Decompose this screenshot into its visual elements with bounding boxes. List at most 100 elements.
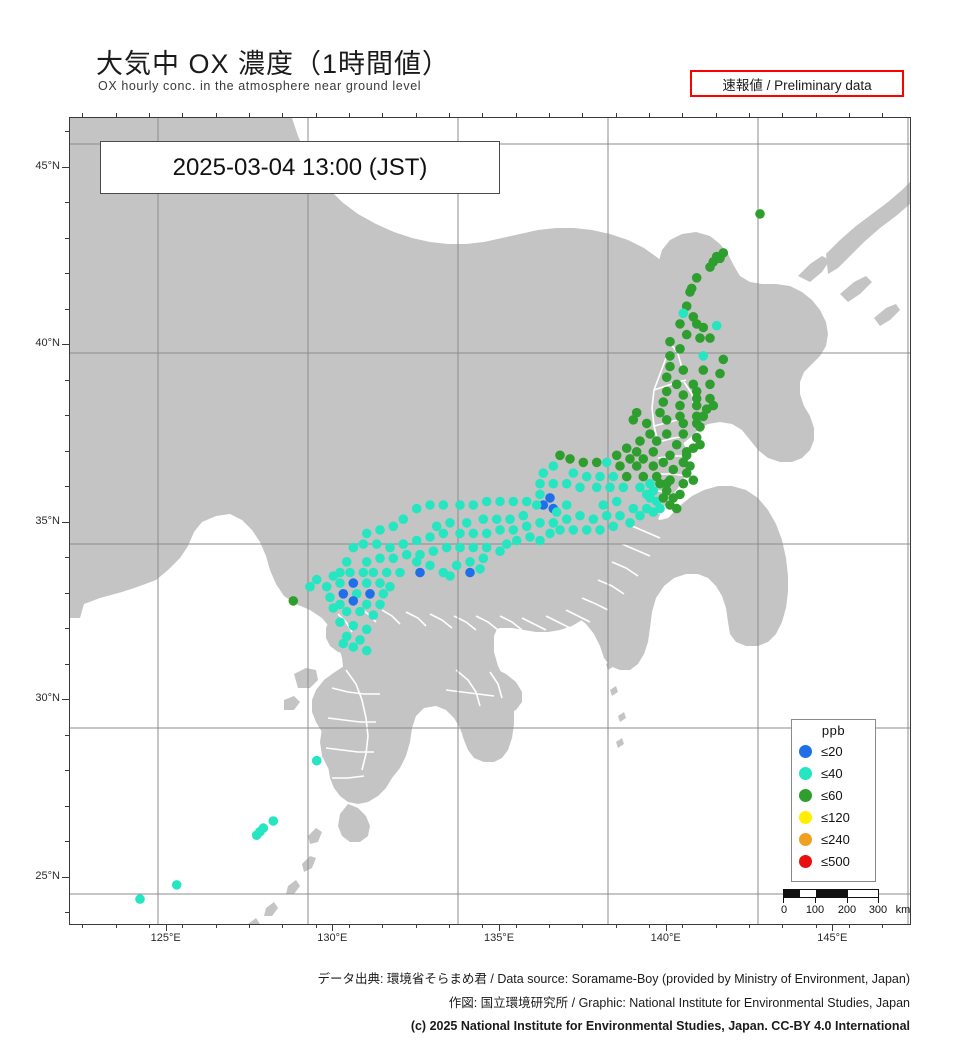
station-point[interactable] <box>475 564 485 574</box>
station-point[interactable] <box>611 450 622 461</box>
station-point[interactable] <box>631 461 642 471</box>
station-point[interactable] <box>325 592 335 603</box>
station-point[interactable] <box>661 415 672 425</box>
station-point[interactable] <box>691 411 702 422</box>
station-point[interactable] <box>651 436 662 446</box>
station-point[interactable] <box>375 578 385 588</box>
station-point[interactable] <box>521 521 532 532</box>
station-point[interactable] <box>715 368 725 379</box>
station-point[interactable] <box>348 542 359 553</box>
station-point[interactable] <box>688 475 699 486</box>
station-point[interactable] <box>675 344 685 354</box>
station-point[interactable] <box>478 553 489 564</box>
station-point[interactable] <box>341 606 352 617</box>
station-point[interactable] <box>591 457 602 468</box>
station-point[interactable] <box>518 510 529 521</box>
station-point[interactable] <box>595 525 605 535</box>
station-point[interactable] <box>675 319 685 329</box>
station-point[interactable] <box>678 308 689 319</box>
station-point[interactable] <box>658 397 669 407</box>
map-plot-area[interactable]: 2025-03-04 13:00 (JST) ppb ≤20 ≤40 ≤60 ≤120… <box>69 117 911 925</box>
station-point[interactable] <box>698 351 709 361</box>
station-point[interactable] <box>305 581 315 592</box>
station-point[interactable] <box>665 336 675 347</box>
station-point[interactable] <box>465 557 475 567</box>
station-point[interactable] <box>678 478 689 489</box>
station-point[interactable] <box>451 560 462 571</box>
station-point[interactable] <box>525 532 535 542</box>
station-point[interactable] <box>611 496 622 507</box>
station-point[interactable] <box>411 503 422 514</box>
station-point[interactable] <box>538 500 549 510</box>
station-point[interactable] <box>711 320 722 331</box>
station-point[interactable] <box>355 635 365 645</box>
station-point[interactable] <box>438 500 449 510</box>
station-point[interactable] <box>635 482 645 493</box>
station-point[interactable] <box>631 447 642 457</box>
station-point[interactable] <box>686 283 697 294</box>
station-point[interactable] <box>638 454 649 464</box>
station-point[interactable] <box>581 471 592 482</box>
station-point[interactable] <box>695 439 705 450</box>
station-point[interactable] <box>345 567 355 578</box>
station-point[interactable] <box>495 525 505 535</box>
station-point[interactable] <box>655 407 665 418</box>
station-point[interactable] <box>648 507 659 517</box>
station-point[interactable] <box>388 553 399 564</box>
station-point[interactable] <box>545 528 555 539</box>
station-point[interactable] <box>361 624 372 635</box>
station-point[interactable] <box>661 429 672 439</box>
station-point[interactable] <box>691 400 702 411</box>
station-point[interactable] <box>365 589 375 599</box>
station-point[interactable] <box>601 510 612 521</box>
station-point[interactable] <box>708 400 719 411</box>
legend-item-2[interactable]: ≤40 <box>792 762 875 784</box>
station-point[interactable] <box>658 493 669 503</box>
station-point[interactable] <box>678 390 689 400</box>
station-point[interactable] <box>535 535 545 546</box>
station-point[interactable] <box>615 510 625 521</box>
station-point[interactable] <box>415 567 425 578</box>
station-point[interactable] <box>478 514 489 524</box>
station-point[interactable] <box>678 418 689 429</box>
station-point[interactable] <box>631 407 642 418</box>
station-point[interactable] <box>481 528 492 539</box>
station-point[interactable] <box>588 514 599 524</box>
legend-item-4[interactable]: ≤120 <box>792 806 875 828</box>
station-point[interactable] <box>598 500 609 510</box>
station-point[interactable] <box>455 500 465 510</box>
station-point[interactable] <box>681 329 692 340</box>
station-point[interactable] <box>348 596 359 606</box>
station-point[interactable] <box>575 482 585 493</box>
station-point[interactable] <box>671 379 682 390</box>
station-point[interactable] <box>671 439 682 450</box>
legend-item-1[interactable]: ≤20 <box>792 740 875 762</box>
station-point[interactable] <box>338 589 349 599</box>
station-point[interactable] <box>688 312 699 322</box>
station-point[interactable] <box>505 514 515 524</box>
station-point[interactable] <box>621 443 632 454</box>
station-point[interactable] <box>661 478 672 489</box>
station-point[interactable] <box>388 521 399 532</box>
station-point[interactable] <box>375 525 385 535</box>
station-point[interactable] <box>641 489 652 500</box>
station-point[interactable] <box>638 471 649 482</box>
station-point[interactable] <box>395 567 405 578</box>
station-point[interactable] <box>468 500 479 510</box>
station-point[interactable] <box>455 542 465 553</box>
station-point[interactable] <box>341 631 352 642</box>
station-point[interactable] <box>608 521 619 532</box>
station-point[interactable] <box>438 528 449 539</box>
station-point[interactable] <box>335 578 345 588</box>
station-point[interactable] <box>328 571 339 581</box>
station-point[interactable] <box>171 880 182 890</box>
station-point[interactable] <box>688 379 699 390</box>
station-point[interactable] <box>668 493 679 503</box>
station-point[interactable] <box>628 503 639 514</box>
station-point[interactable] <box>695 333 705 343</box>
station-point[interactable] <box>381 567 392 578</box>
station-point[interactable] <box>691 386 702 397</box>
station-point[interactable] <box>328 603 339 613</box>
station-point[interactable] <box>531 500 542 510</box>
station-point[interactable] <box>358 567 369 578</box>
